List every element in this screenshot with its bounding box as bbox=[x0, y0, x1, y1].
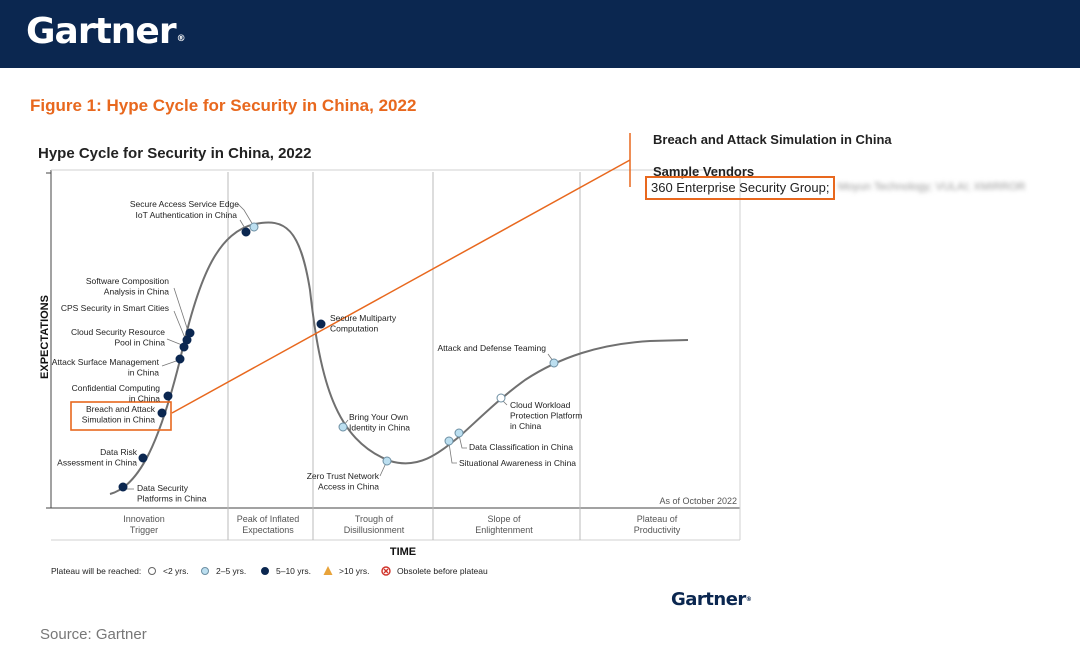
legend-item-label: 2–5 yrs. bbox=[216, 566, 246, 576]
technology-label: Data Security bbox=[137, 483, 189, 493]
technology-label: Attack Surface Management bbox=[52, 357, 160, 367]
hype-curve bbox=[109, 221, 689, 495]
technology-label: Cloud Security Resource bbox=[71, 327, 165, 337]
phase-label: Peak of Inflated bbox=[237, 514, 300, 524]
legend-item-label: Obsolete before plateau bbox=[397, 566, 488, 576]
phase-label: Disillusionment bbox=[344, 525, 405, 535]
technology-label: in China bbox=[128, 368, 159, 378]
technology-marker bbox=[175, 354, 185, 364]
technology-label: Protection Platform bbox=[510, 411, 582, 421]
technology-label: Software Composition bbox=[86, 276, 169, 286]
technology-label: IoT Authentication in China bbox=[136, 210, 238, 220]
chart-title: Hype Cycle for Security in China, 2022 bbox=[38, 145, 312, 162]
technology-marker bbox=[241, 227, 251, 237]
callout-subtitle: Sample Vendors bbox=[653, 164, 755, 179]
technology-label: Confidential Computing bbox=[72, 383, 161, 393]
technology-label: Bring Your Own bbox=[349, 412, 408, 422]
technology-label: Data Classification in China bbox=[469, 442, 573, 452]
technology-label: in China bbox=[129, 394, 160, 404]
technology-label: Attack and Defense Teaming bbox=[437, 343, 546, 353]
phase-label: Enlightenment bbox=[475, 525, 533, 535]
technology-label: Cloud Workload bbox=[510, 400, 571, 410]
red-x-mark bbox=[383, 568, 389, 574]
technology-label: Access in China bbox=[318, 482, 379, 492]
source-note: Source: Gartner bbox=[40, 626, 147, 643]
technology-marker bbox=[382, 456, 392, 466]
technology-marker bbox=[163, 391, 173, 401]
technology-label: Secure Access Service Edge bbox=[130, 199, 239, 209]
label-leader-line bbox=[448, 442, 457, 464]
technology-label: Breach and Attack bbox=[86, 404, 156, 414]
legend-item-label: 5–10 yrs. bbox=[276, 566, 311, 576]
highlight-box bbox=[70, 401, 172, 431]
technology-label: Zero Trust Network bbox=[307, 471, 380, 481]
phase-label: Expectations bbox=[242, 525, 294, 535]
technology-label: Pool in China bbox=[114, 338, 165, 348]
technology-marker bbox=[444, 436, 454, 446]
technology-marker bbox=[316, 319, 326, 329]
callout-title: Breach and Attack Simulation in China bbox=[653, 132, 892, 147]
label-leader-line bbox=[173, 310, 186, 339]
technology-marker bbox=[338, 422, 348, 432]
label-leader-line bbox=[379, 462, 387, 477]
technology-label: Situational Awareness in China bbox=[459, 458, 576, 468]
label-leader-line bbox=[173, 287, 189, 332]
gartner-logo: Gartner® bbox=[26, 11, 186, 52]
phase-label: Plateau of bbox=[637, 514, 678, 524]
phase-label: Slope of bbox=[487, 514, 521, 524]
technology-label: Assessment in China bbox=[57, 458, 137, 468]
technology-marker bbox=[138, 453, 148, 463]
legend-item-label: <2 yrs. bbox=[163, 566, 189, 576]
technology-label: Simulation in China bbox=[82, 415, 156, 425]
technology-marker bbox=[454, 428, 464, 438]
technology-label: Platforms in China bbox=[137, 494, 207, 504]
orange-triangle-icon bbox=[323, 566, 333, 575]
phase-label: Innovation bbox=[123, 514, 165, 524]
technology-label: Data Risk bbox=[100, 447, 138, 457]
phase-label: Productivity bbox=[634, 525, 681, 535]
technology-label: Computation bbox=[330, 324, 378, 334]
highlighted-vendor: 360 Enterprise Security Group; bbox=[645, 176, 836, 200]
phase-label: Trough of bbox=[355, 514, 394, 524]
technology-label: Analysis in China bbox=[104, 287, 169, 297]
legend-label: Plateau will be reached: bbox=[51, 566, 141, 576]
white-circle-icon bbox=[148, 567, 156, 575]
technology-marker bbox=[118, 482, 128, 492]
figure-title: Figure 1: Hype Cycle for Security in Chi… bbox=[30, 96, 417, 115]
technology-marker bbox=[496, 393, 506, 403]
technology-marker bbox=[549, 358, 559, 368]
dark-blue-circle-icon bbox=[261, 567, 269, 575]
footer-gartner-logo: Gartner® bbox=[671, 589, 752, 610]
y-axis-title: EXPECTATIONS bbox=[39, 295, 51, 379]
as-of-note: As of October 2022 bbox=[659, 496, 737, 506]
label-leader-line bbox=[166, 338, 183, 346]
blurred-vendors: Moyun Technology; VULAI; XMIRROR bbox=[838, 181, 1026, 193]
technology-label: Identity in China bbox=[349, 423, 410, 433]
label-leader-line bbox=[458, 434, 467, 449]
technology-label: in China bbox=[510, 421, 541, 431]
technology-marker bbox=[157, 408, 167, 418]
light-blue-circle-icon bbox=[201, 567, 209, 575]
technology-marker bbox=[249, 222, 259, 232]
technology-label: CPS Security in Smart Cities bbox=[61, 303, 169, 313]
legend-item-label: >10 yrs. bbox=[339, 566, 369, 576]
technology-label: Secure Multiparty bbox=[330, 313, 397, 323]
header-banner: Gartner® bbox=[0, 0, 1080, 68]
callout-connector bbox=[171, 159, 631, 414]
phase-label: Trigger bbox=[130, 525, 158, 535]
technology-marker bbox=[179, 342, 189, 352]
label-leader-line bbox=[237, 203, 254, 226]
x-axis-title: TIME bbox=[390, 546, 416, 558]
